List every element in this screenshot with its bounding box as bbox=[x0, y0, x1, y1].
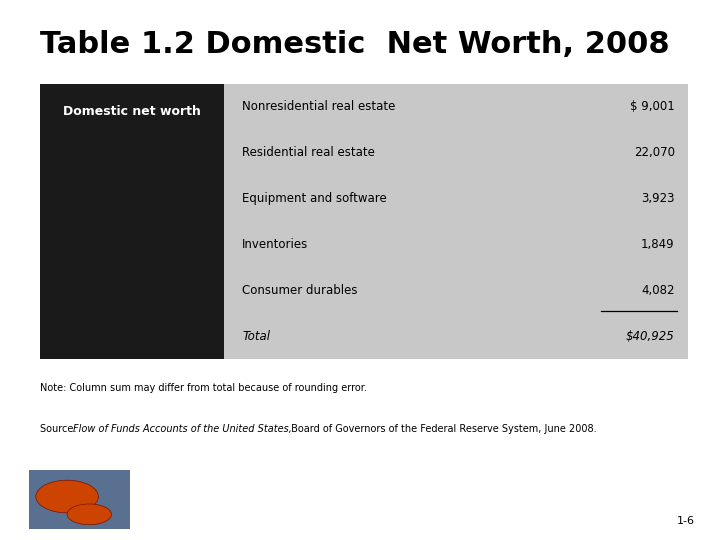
Text: Inventories: Inventories bbox=[242, 238, 309, 251]
Text: $ 9,001: $ 9,001 bbox=[630, 100, 675, 113]
FancyBboxPatch shape bbox=[29, 470, 130, 529]
Text: 22,070: 22,070 bbox=[634, 146, 675, 159]
Text: Residential real estate: Residential real estate bbox=[242, 146, 375, 159]
Text: Equipment and software: Equipment and software bbox=[242, 192, 387, 205]
Text: 1-6: 1-6 bbox=[677, 516, 695, 526]
FancyBboxPatch shape bbox=[40, 84, 225, 359]
Text: Consumer durables: Consumer durables bbox=[242, 284, 358, 297]
Ellipse shape bbox=[67, 504, 112, 525]
Text: 1,849: 1,849 bbox=[641, 238, 675, 251]
Text: Board of Governors of the Federal Reserve System, June 2008.: Board of Governors of the Federal Reserv… bbox=[288, 424, 597, 434]
Text: Domestic net worth: Domestic net worth bbox=[63, 105, 201, 118]
Text: 3,923: 3,923 bbox=[641, 192, 675, 205]
Text: $40,925: $40,925 bbox=[626, 329, 675, 343]
Text: Note: Column sum may differ from total because of rounding error.: Note: Column sum may differ from total b… bbox=[40, 383, 366, 394]
Text: Total: Total bbox=[242, 329, 270, 343]
Text: 4,082: 4,082 bbox=[641, 284, 675, 297]
Text: Flow of Funds Accounts of the United States,: Flow of Funds Accounts of the United Sta… bbox=[73, 424, 292, 434]
FancyBboxPatch shape bbox=[40, 84, 688, 359]
Ellipse shape bbox=[36, 480, 99, 513]
Text: Nonresidential real estate: Nonresidential real estate bbox=[242, 100, 396, 113]
Text: Source:: Source: bbox=[40, 424, 79, 434]
Text: Table 1.2 Domestic  Net Worth, 2008: Table 1.2 Domestic Net Worth, 2008 bbox=[40, 30, 669, 59]
